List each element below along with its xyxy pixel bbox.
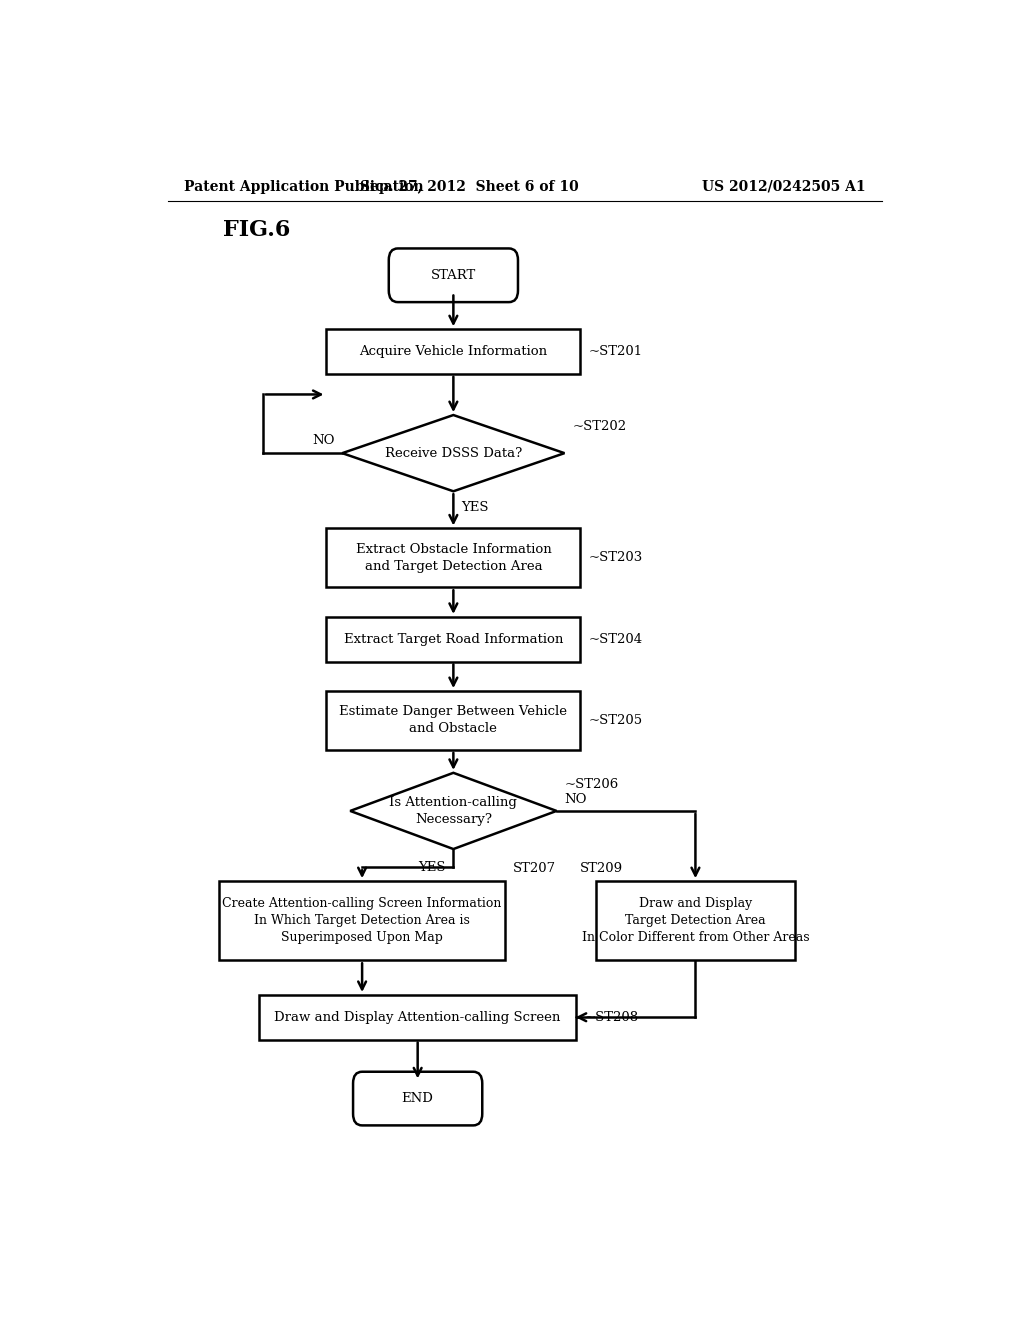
Text: ~ST206: ~ST206 [564, 777, 618, 791]
Text: Draw and Display
Target Detection Area
In Color Different from Other Areas: Draw and Display Target Detection Area I… [582, 898, 809, 944]
Text: NO: NO [312, 434, 334, 447]
Text: US 2012/0242505 A1: US 2012/0242505 A1 [702, 180, 866, 194]
Text: YES: YES [418, 861, 445, 874]
Bar [219, 880, 505, 961]
Text: ~ST202: ~ST202 [572, 420, 627, 433]
Text: Sep. 27, 2012  Sheet 6 of 10: Sep. 27, 2012 Sheet 6 of 10 [359, 180, 579, 194]
Text: Acquire Vehicle Information: Acquire Vehicle Information [359, 345, 548, 358]
Bar [327, 616, 581, 661]
Bar [327, 329, 581, 374]
Bar [327, 690, 581, 750]
Text: ~ST203: ~ST203 [588, 552, 642, 565]
Text: Estimate Danger Between Vehicle
and Obstacle: Estimate Danger Between Vehicle and Obst… [339, 705, 567, 735]
Text: Receive DSSS Data?: Receive DSSS Data? [385, 446, 522, 459]
Bar [259, 995, 577, 1040]
Text: ~ST201: ~ST201 [588, 345, 642, 358]
Text: Patent Application Publication: Patent Application Publication [183, 180, 423, 194]
FancyBboxPatch shape [389, 248, 518, 302]
Text: END: END [401, 1092, 433, 1105]
Text: Draw and Display Attention-calling Screen: Draw and Display Attention-calling Scree… [274, 1011, 561, 1024]
Text: ~ST208: ~ST208 [585, 1011, 638, 1024]
Bar [327, 528, 581, 587]
Bar [596, 880, 795, 961]
Text: Is Attention-calling
Necessary?: Is Attention-calling Necessary? [389, 796, 517, 826]
Polygon shape [350, 772, 557, 849]
Polygon shape [342, 414, 564, 491]
Text: YES: YES [461, 502, 488, 515]
Text: ST209: ST209 [581, 862, 624, 875]
Text: Extract Obstacle Information
and Target Detection Area: Extract Obstacle Information and Target … [355, 543, 551, 573]
Text: START: START [431, 269, 476, 281]
Text: ST207: ST207 [513, 862, 556, 875]
Text: Extract Target Road Information: Extract Target Road Information [344, 632, 563, 645]
Text: ~ST204: ~ST204 [588, 632, 642, 645]
Text: Create Attention-calling Screen Information
In Which Target Detection Area is
Su: Create Attention-calling Screen Informat… [222, 898, 502, 944]
Text: FIG.6: FIG.6 [223, 219, 291, 240]
Text: NO: NO [564, 793, 587, 805]
Text: ~ST205: ~ST205 [588, 714, 642, 727]
FancyBboxPatch shape [353, 1072, 482, 1126]
